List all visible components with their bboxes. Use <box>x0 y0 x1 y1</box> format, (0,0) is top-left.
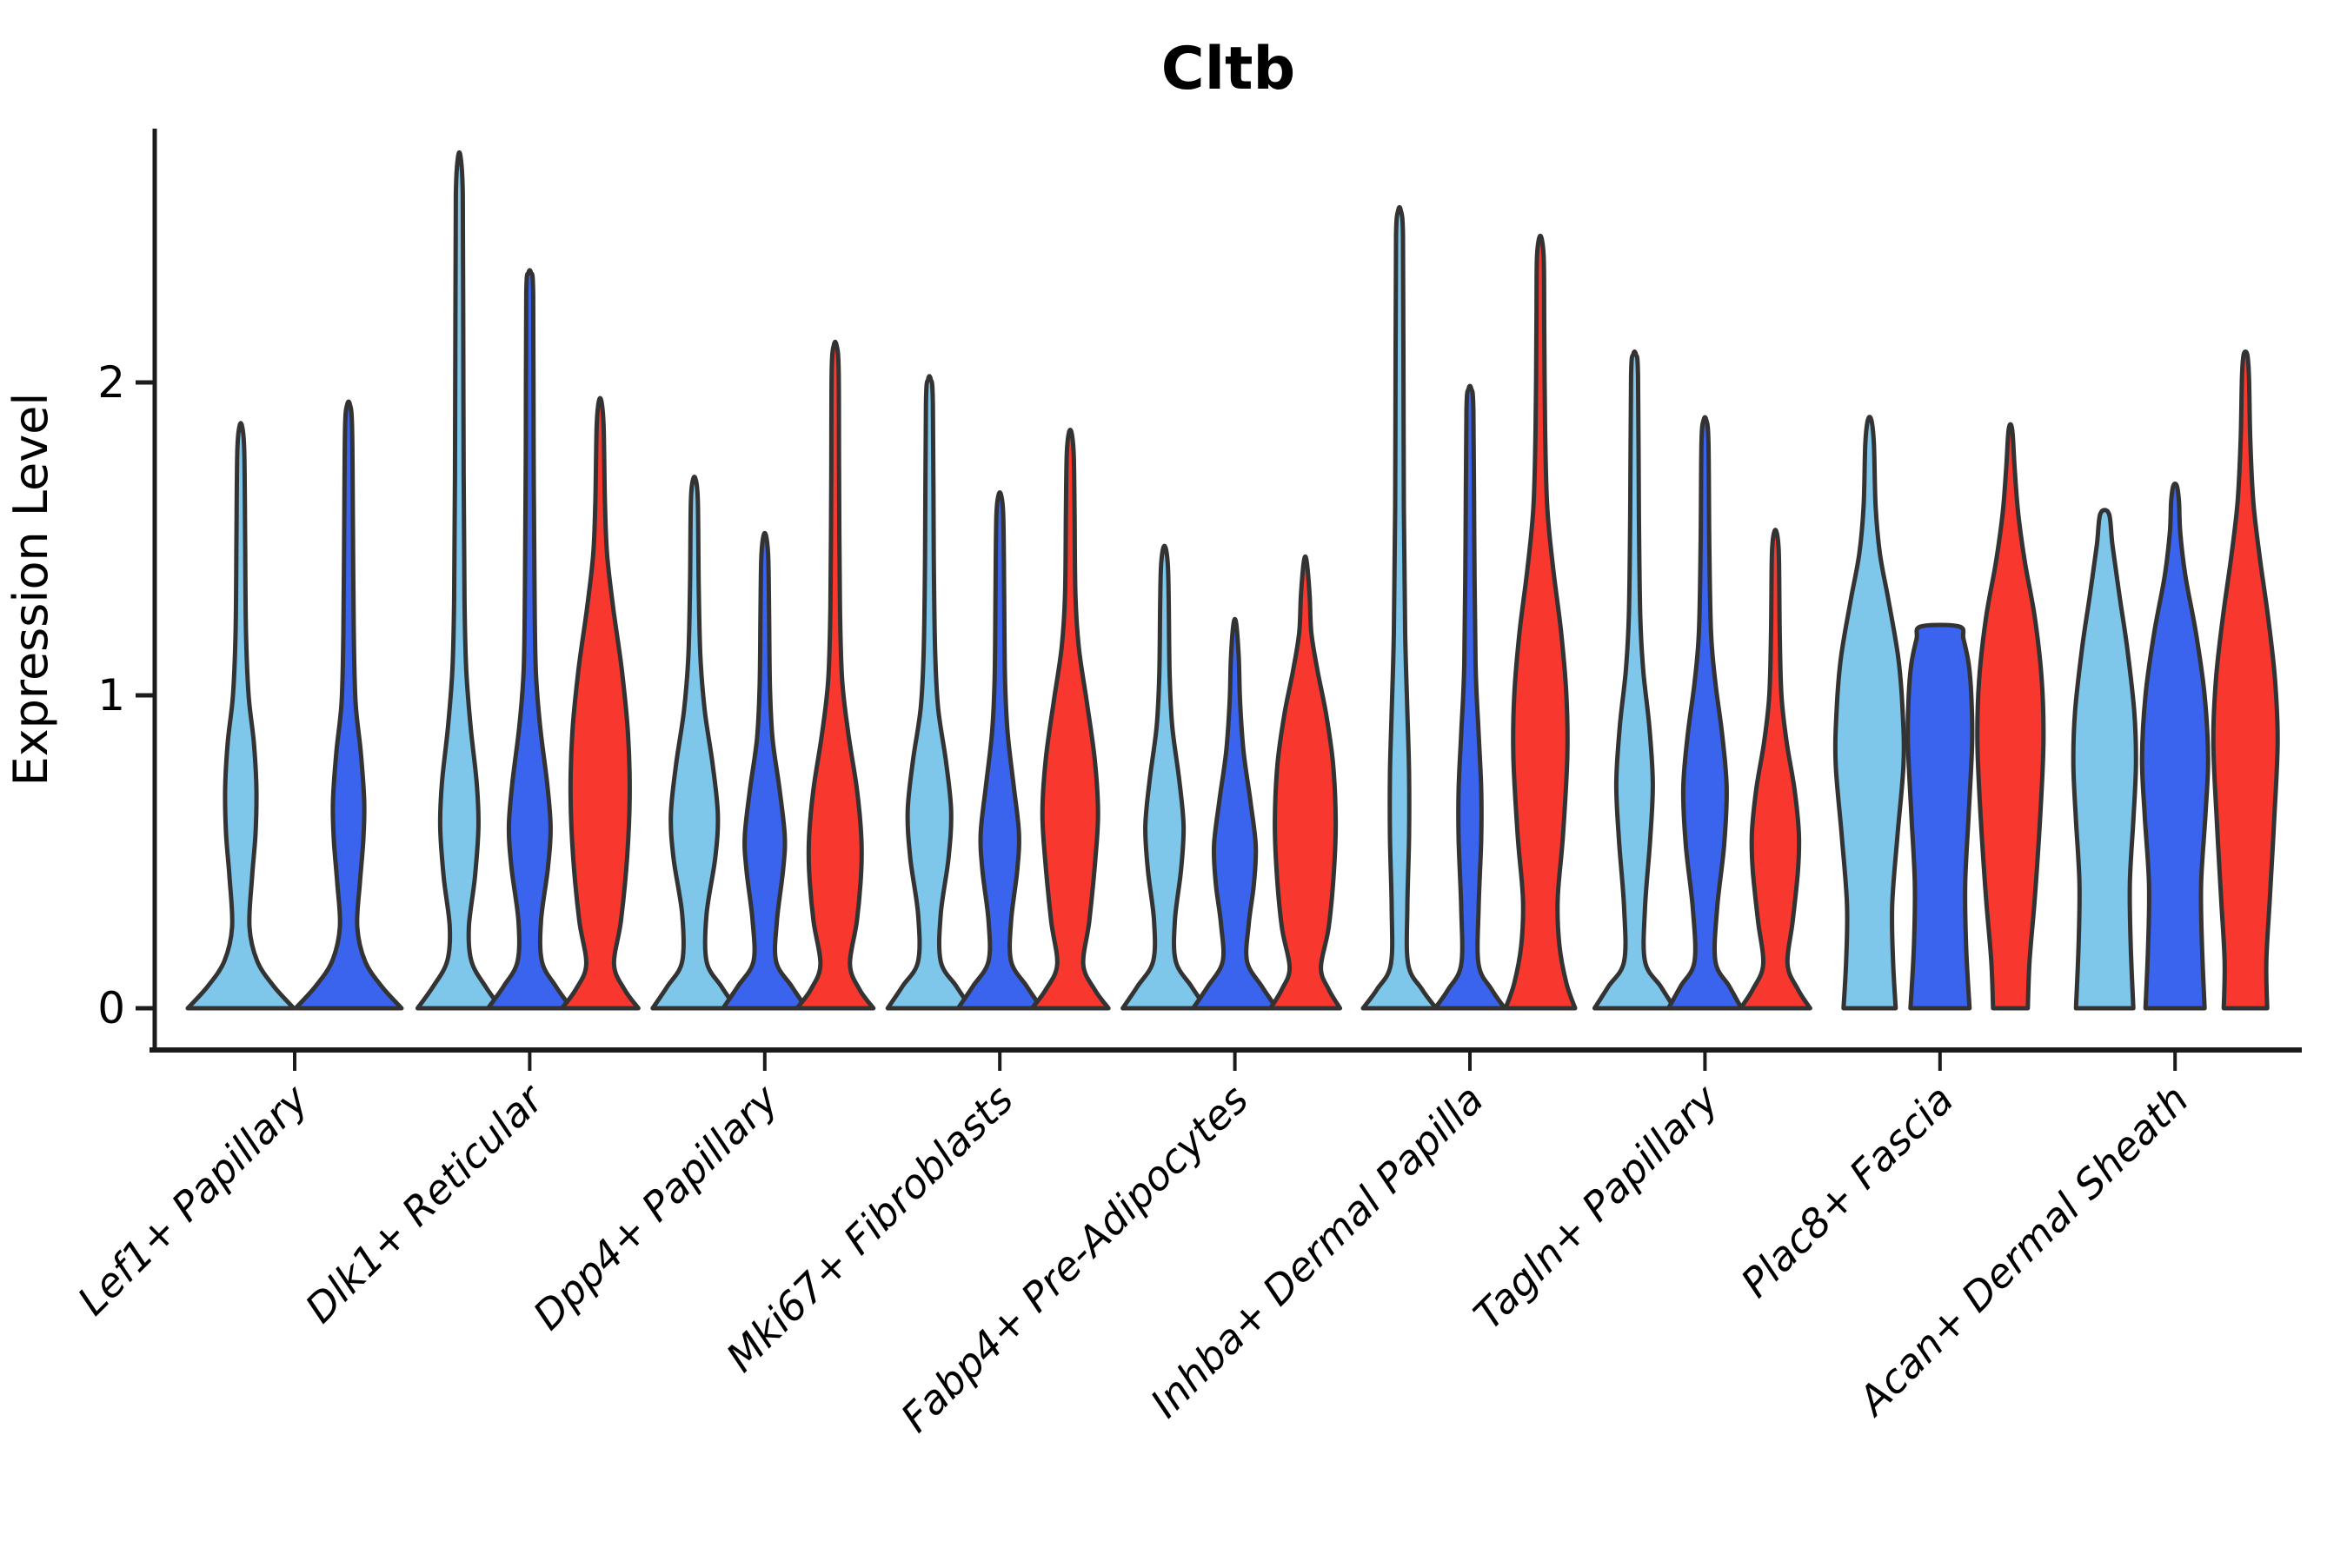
violin-Dpp4-royal-blue <box>721 530 809 1011</box>
violin-Dlk1-red <box>559 395 641 1011</box>
violin-Fabp4-royal-blue <box>1191 616 1280 1011</box>
x-tick-label: Dlk1+ Reticular <box>296 1073 555 1332</box>
violin-Tagln-red <box>1738 528 1812 1011</box>
violin-Inhba-light-blue <box>1360 204 1439 1011</box>
y-axis-label: Expression Level <box>3 393 58 787</box>
violin-Fabp4-red <box>1268 554 1343 1011</box>
violin-Lef1-royal-blue <box>293 399 404 1011</box>
violin-Tagln-light-blue <box>1592 349 1677 1011</box>
violin-Dpp4-light-blue <box>650 474 739 1011</box>
violin-Tagln-royal-blue <box>1666 415 1744 1011</box>
violin-Inhba-royal-blue <box>1433 383 1507 1011</box>
axes-layer <box>136 129 2302 1071</box>
x-tick-label: Plac8+ Fascia <box>1732 1076 1962 1306</box>
violin-Lef1-light-blue <box>185 421 296 1011</box>
violin-Plac8-royal-blue <box>1905 622 1975 1011</box>
violin-Acan-light-blue <box>2071 508 2138 1011</box>
violin-Dlk1-light-blue <box>415 149 503 1011</box>
violin-Mki67-light-blue <box>885 374 974 1011</box>
violin-Acan-royal-blue <box>2139 482 2211 1011</box>
x-tick-label: Tagln+ Papillary <box>1465 1075 1728 1339</box>
y-tick-label: 0 <box>97 983 125 1033</box>
violin-Mki67-red <box>1029 427 1111 1011</box>
violin-Acan-red <box>2211 349 2280 1011</box>
chart-title: Cltb <box>1161 35 1295 103</box>
violin-Inhba-red <box>1503 233 1578 1011</box>
violin-Plac8-red <box>1975 422 2046 1011</box>
violin-Mki67-royal-blue <box>955 489 1044 1011</box>
y-tick-label: 2 <box>97 357 125 408</box>
y-tick-label: 1 <box>97 670 125 721</box>
violin-layer <box>185 149 2280 1011</box>
violin-Dlk1-royal-blue <box>485 268 574 1011</box>
x-tick-label: Dpp4+ Papillary <box>524 1075 788 1339</box>
x-tick-label: Lef1+ Papillary <box>69 1075 317 1324</box>
violin-Dpp4-red <box>795 339 876 1011</box>
violin-Plac8-light-blue <box>1832 415 1906 1011</box>
violin-Fabp4-light-blue <box>1120 543 1209 1011</box>
